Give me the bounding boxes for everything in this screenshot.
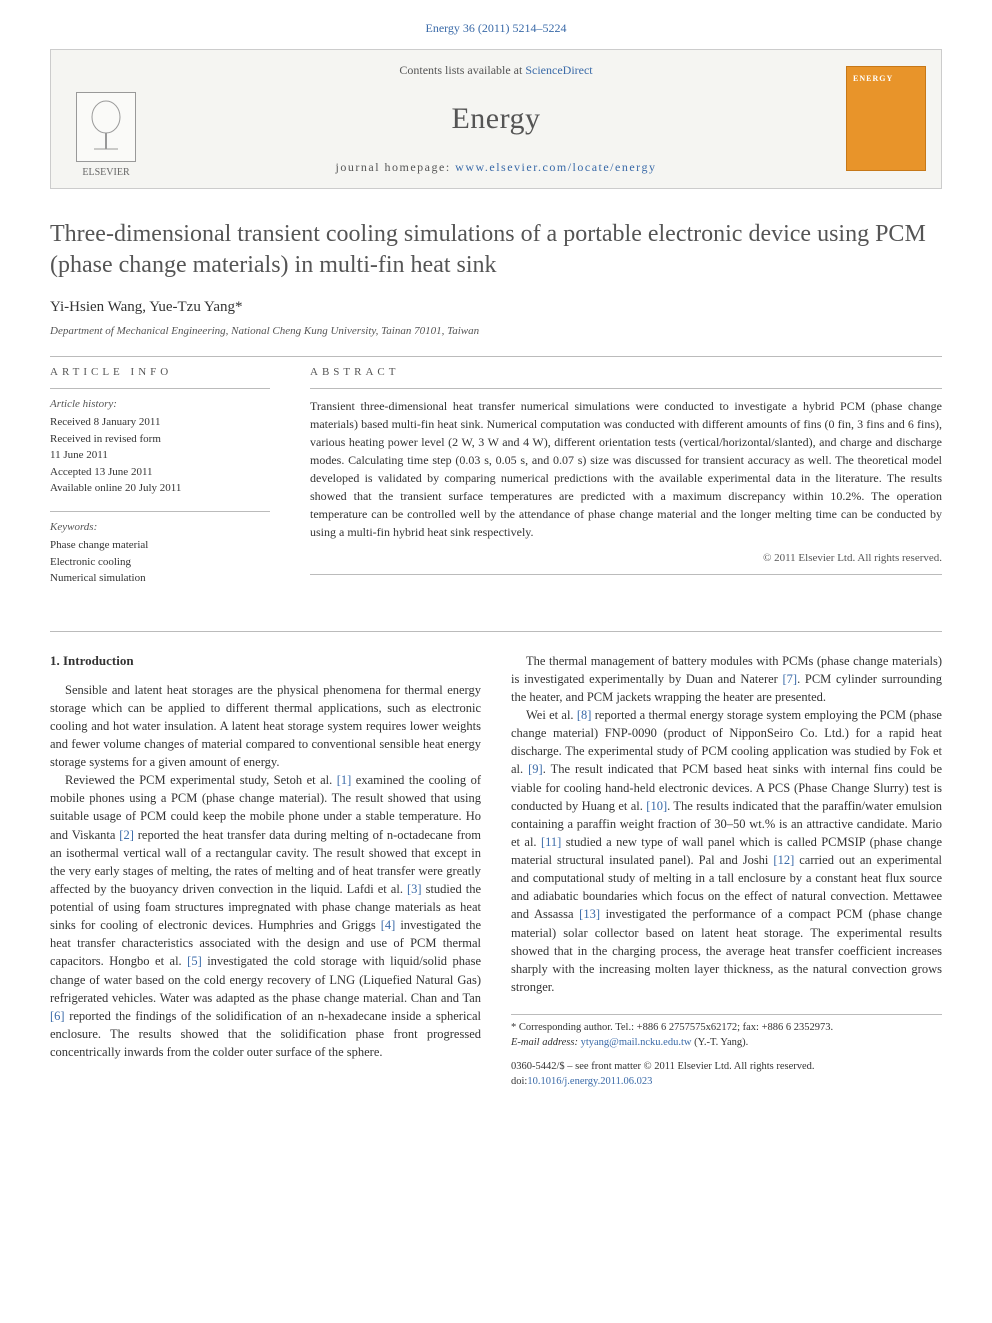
footnotes: * Corresponding author. Tel.: +886 6 275…: [511, 1014, 942, 1090]
email-link[interactable]: ytyang@mail.ncku.edu.tw: [581, 1037, 692, 1048]
ref-link-13[interactable]: [13]: [579, 907, 600, 921]
journal-name: Energy: [181, 98, 811, 140]
homepage-prefix: journal homepage:: [336, 160, 456, 174]
section-heading: 1. Introduction: [50, 652, 481, 671]
corr-label: * Corresponding author. Tel.:: [511, 1022, 637, 1033]
keywords-label: Keywords:: [50, 520, 270, 535]
ref-link-8[interactable]: [8]: [577, 708, 592, 722]
divider: [310, 388, 942, 389]
text-run: reported the findings of the solidificat…: [50, 1009, 481, 1059]
text-run: Reviewed the PCM experimental study, Set…: [65, 773, 337, 787]
corresponding-author-note: * Corresponding author. Tel.: +886 6 275…: [511, 1021, 942, 1036]
publisher-logo-area: ELSEVIER: [51, 50, 161, 188]
divider: [50, 356, 942, 357]
publisher-name: ELSEVIER: [76, 166, 136, 180]
homepage-line: journal homepage: www.elsevier.com/locat…: [181, 159, 811, 176]
abstract-block: ABSTRACT Transient three-dimensional hea…: [310, 365, 942, 601]
paragraph: Reviewed the PCM experimental study, Set…: [50, 771, 481, 1061]
ref-link-9[interactable]: [9]: [528, 762, 543, 776]
email-label: E-mail address:: [511, 1037, 581, 1048]
ref-link-5[interactable]: [5]: [187, 954, 202, 968]
ref-link-3[interactable]: [3]: [407, 882, 422, 896]
email-line: E-mail address: ytyang@mail.ncku.edu.tw …: [511, 1036, 942, 1051]
paragraph: Wei et al. [8] reported a thermal energy…: [511, 706, 942, 996]
doi-label: doi:: [511, 1076, 527, 1087]
text-run: Wei et al.: [526, 708, 577, 722]
journal-header: ELSEVIER Contents lists available at Sci…: [50, 49, 942, 189]
email-name: (Y.-T. Yang).: [691, 1037, 748, 1048]
divider: [310, 574, 942, 575]
affiliation: Department of Mechanical Engineering, Na…: [50, 324, 942, 339]
contents-line: Contents lists available at ScienceDirec…: [181, 62, 811, 79]
article-history: Article history: Received 8 January 2011…: [50, 397, 270, 497]
ref-link-6[interactable]: [6]: [50, 1009, 65, 1023]
paragraph: Sensible and latent heat storages are th…: [50, 681, 481, 772]
article-title: Three-dimensional transient cooling simu…: [50, 219, 942, 281]
elsevier-tree-icon: [76, 92, 136, 162]
contents-prefix: Contents lists available at: [399, 63, 525, 77]
doi-link[interactable]: 10.1016/j.energy.2011.06.023: [527, 1076, 652, 1087]
ref-link-1[interactable]: [1]: [337, 773, 352, 787]
corresponding-mark: *: [235, 299, 243, 315]
history-label: Article history:: [50, 397, 270, 412]
keywords-values: Phase change material Electronic cooling…: [50, 537, 270, 587]
keywords-block: Keywords: Phase change material Electron…: [50, 520, 270, 587]
cover-area: ENERGY: [831, 50, 941, 188]
article-info-heading: ARTICLE INFO: [50, 365, 270, 380]
corr-tel: +886 6 2757575x62172: [637, 1022, 737, 1033]
paragraph: The thermal management of battery module…: [511, 652, 942, 706]
citation-line: Energy 36 (2011) 5214–5224: [50, 20, 942, 37]
abstract-copyright: © 2011 Elsevier Ltd. All rights reserved…: [310, 551, 942, 566]
abstract-text: Transient three-dimensional heat transfe…: [310, 397, 942, 541]
article-body: 1. Introduction Sensible and latent heat…: [50, 652, 942, 1090]
divider: [50, 388, 270, 389]
ref-link-10[interactable]: [10]: [646, 799, 667, 813]
section-divider: [50, 631, 942, 632]
cover-title: ENERGY: [853, 73, 919, 84]
ref-link-4[interactable]: [4]: [381, 918, 396, 932]
article-info: ARTICLE INFO Article history: Received 8…: [50, 365, 270, 601]
sciencedirect-link[interactable]: ScienceDirect: [525, 63, 592, 77]
fax-label: ; fax:: [737, 1022, 762, 1033]
meta-row: ARTICLE INFO Article history: Received 8…: [50, 365, 942, 601]
doi-block: 0360-5442/$ – see front matter © 2011 El…: [511, 1060, 942, 1089]
corr-fax: +886 6 2352973: [762, 1022, 831, 1033]
ref-link-11[interactable]: [11]: [541, 835, 561, 849]
homepage-link[interactable]: www.elsevier.com/locate/energy: [455, 160, 656, 174]
issn-line: 0360-5442/$ – see front matter © 2011 El…: [511, 1060, 942, 1075]
journal-cover-thumbnail: ENERGY: [846, 66, 926, 171]
elsevier-logo: ELSEVIER: [76, 92, 136, 180]
author-names: Yi-Hsien Wang, Yue-Tzu Yang: [50, 299, 235, 315]
ref-link-7[interactable]: [7]: [783, 672, 798, 686]
history-values: Received 8 January 2011 Received in revi…: [50, 414, 270, 497]
divider: [50, 511, 270, 512]
abstract-heading: ABSTRACT: [310, 365, 942, 380]
ref-link-2[interactable]: [2]: [119, 828, 134, 842]
ref-link-12[interactable]: [12]: [773, 853, 794, 867]
authors: Yi-Hsien Wang, Yue-Tzu Yang*: [50, 297, 942, 318]
header-center: Contents lists available at ScienceDirec…: [161, 50, 831, 188]
